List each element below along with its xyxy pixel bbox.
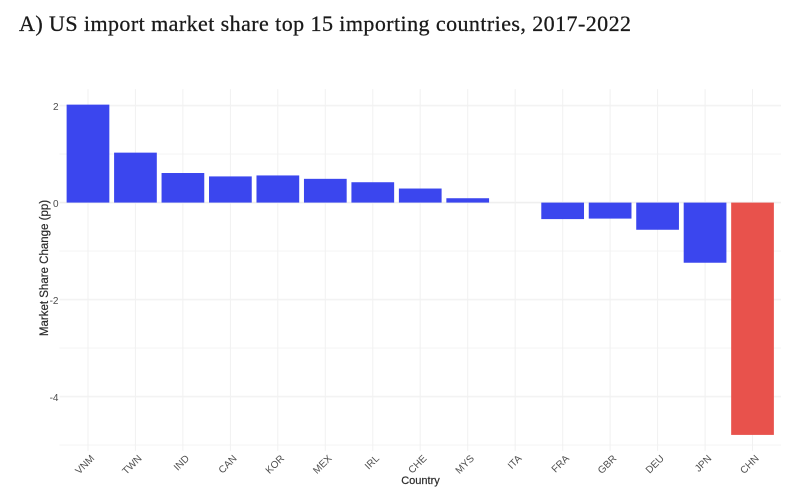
svg-text:A) US import market share top: A) US import market share top 15 importi…	[19, 11, 631, 36]
svg-text:0: 0	[53, 199, 59, 210]
svg-text:-2: -2	[50, 296, 59, 307]
svg-text:Country: Country	[401, 475, 440, 487]
svg-text:-4: -4	[50, 393, 59, 404]
svg-text:Market Share Change (pp): Market Share Change (pp)	[39, 200, 51, 336]
svg-text:2: 2	[53, 102, 59, 113]
